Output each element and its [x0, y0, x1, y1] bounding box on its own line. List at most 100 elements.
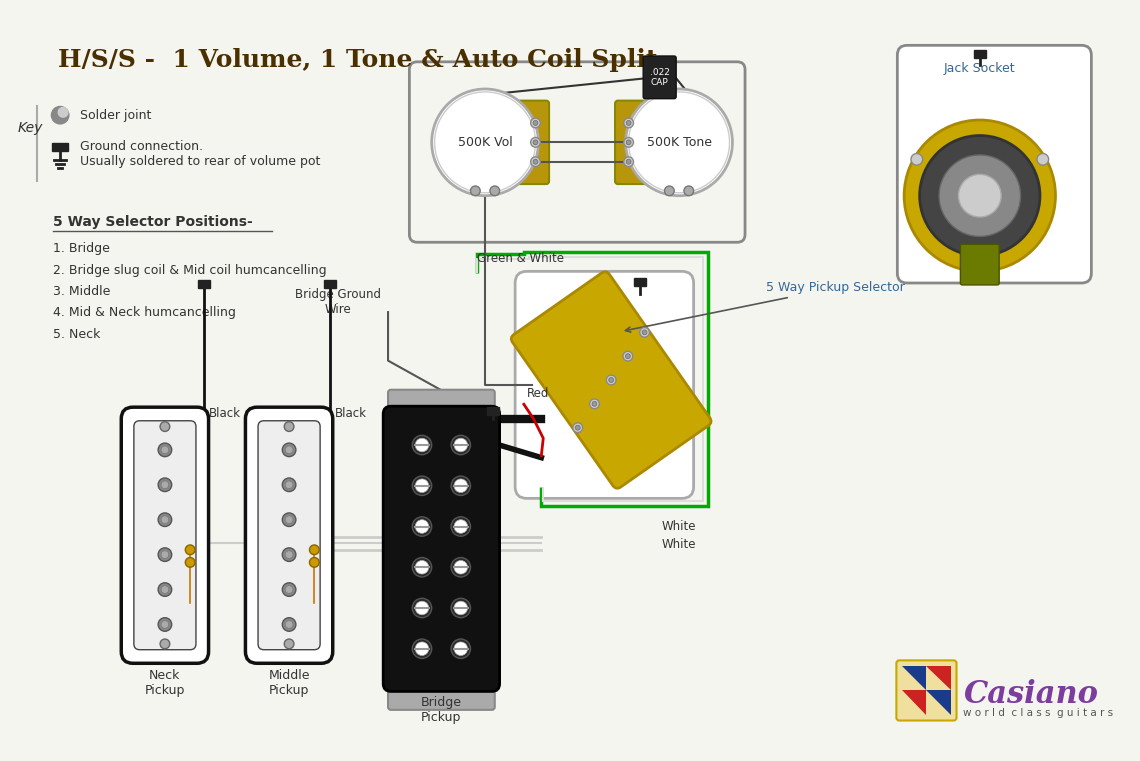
FancyBboxPatch shape — [245, 407, 333, 664]
Circle shape — [186, 558, 195, 567]
Circle shape — [642, 330, 648, 335]
Circle shape — [51, 107, 68, 124]
Circle shape — [161, 621, 169, 629]
Circle shape — [530, 138, 540, 147]
FancyBboxPatch shape — [974, 50, 986, 58]
FancyBboxPatch shape — [258, 421, 320, 650]
Circle shape — [186, 545, 195, 555]
Circle shape — [589, 399, 600, 409]
Circle shape — [959, 174, 1001, 217]
Circle shape — [158, 618, 172, 632]
Circle shape — [415, 479, 429, 492]
Circle shape — [283, 618, 296, 632]
Text: .022
CAP: .022 CAP — [650, 68, 669, 87]
FancyBboxPatch shape — [960, 244, 999, 285]
FancyBboxPatch shape — [511, 272, 711, 489]
Circle shape — [413, 598, 432, 618]
Circle shape — [415, 520, 429, 533]
Circle shape — [285, 481, 293, 489]
Text: Red: Red — [527, 387, 549, 400]
Circle shape — [415, 642, 429, 655]
Circle shape — [284, 639, 294, 648]
Circle shape — [626, 89, 732, 196]
FancyBboxPatch shape — [324, 280, 335, 288]
Circle shape — [285, 551, 293, 559]
Circle shape — [911, 154, 922, 165]
Circle shape — [434, 92, 536, 193]
Circle shape — [451, 558, 471, 577]
Circle shape — [309, 545, 319, 555]
Circle shape — [285, 516, 293, 524]
FancyBboxPatch shape — [388, 390, 495, 419]
Circle shape — [606, 375, 616, 385]
Circle shape — [624, 118, 634, 128]
Circle shape — [158, 443, 172, 457]
Circle shape — [609, 377, 613, 383]
Text: Casiano: Casiano — [963, 679, 1098, 710]
FancyBboxPatch shape — [487, 407, 498, 415]
Text: Bridge
Pickup: Bridge Pickup — [421, 696, 462, 724]
Text: 500K Tone: 500K Tone — [646, 136, 711, 149]
Text: Black: Black — [335, 407, 367, 420]
Circle shape — [283, 583, 296, 597]
Text: Green & White: Green & White — [478, 252, 564, 265]
Polygon shape — [902, 666, 927, 690]
Circle shape — [161, 551, 169, 559]
Circle shape — [592, 402, 597, 406]
Circle shape — [640, 327, 650, 337]
Circle shape — [534, 120, 538, 126]
Text: Black & Bare: Black & Bare — [406, 401, 481, 414]
Circle shape — [626, 140, 632, 145]
FancyBboxPatch shape — [499, 100, 549, 184]
Text: Neck
Pickup: Neck Pickup — [145, 669, 185, 697]
Circle shape — [920, 135, 1040, 256]
Text: Black: Black — [209, 407, 241, 420]
Circle shape — [158, 583, 172, 597]
Circle shape — [1037, 154, 1049, 165]
Circle shape — [161, 481, 169, 489]
Text: 5 Way Selector Positions-: 5 Way Selector Positions- — [54, 215, 253, 229]
Circle shape — [415, 560, 429, 574]
Circle shape — [576, 425, 580, 430]
FancyBboxPatch shape — [383, 406, 499, 692]
Circle shape — [413, 558, 432, 577]
Polygon shape — [927, 666, 951, 690]
FancyBboxPatch shape — [896, 661, 956, 721]
Circle shape — [415, 438, 429, 452]
Text: White: White — [661, 521, 697, 533]
FancyBboxPatch shape — [635, 279, 646, 286]
Circle shape — [161, 446, 169, 454]
Circle shape — [285, 446, 293, 454]
Circle shape — [160, 422, 170, 431]
Circle shape — [283, 548, 296, 562]
Text: 3. Middle: 3. Middle — [54, 285, 111, 298]
Circle shape — [454, 560, 467, 574]
Text: Key: Key — [17, 121, 43, 135]
FancyBboxPatch shape — [616, 100, 665, 184]
Circle shape — [415, 601, 429, 615]
Polygon shape — [902, 690, 927, 715]
Circle shape — [530, 118, 540, 128]
Circle shape — [160, 639, 170, 648]
Circle shape — [626, 354, 630, 358]
Circle shape — [451, 598, 471, 618]
Circle shape — [454, 601, 467, 615]
Circle shape — [285, 621, 293, 629]
Circle shape — [413, 435, 432, 455]
Circle shape — [432, 89, 538, 196]
Circle shape — [158, 478, 172, 492]
Circle shape — [413, 639, 432, 658]
Circle shape — [573, 423, 583, 432]
Circle shape — [665, 186, 674, 196]
Circle shape — [530, 157, 540, 167]
Text: H/S/S -  1 Volume, 1 Tone & Auto Coil Split: H/S/S - 1 Volume, 1 Tone & Auto Coil Spl… — [58, 48, 658, 72]
Circle shape — [413, 517, 432, 537]
FancyBboxPatch shape — [515, 272, 693, 498]
Circle shape — [684, 186, 693, 196]
Circle shape — [454, 642, 467, 655]
Circle shape — [451, 517, 471, 537]
Circle shape — [158, 513, 172, 527]
Circle shape — [283, 478, 296, 492]
Circle shape — [454, 438, 467, 452]
Circle shape — [58, 107, 68, 117]
